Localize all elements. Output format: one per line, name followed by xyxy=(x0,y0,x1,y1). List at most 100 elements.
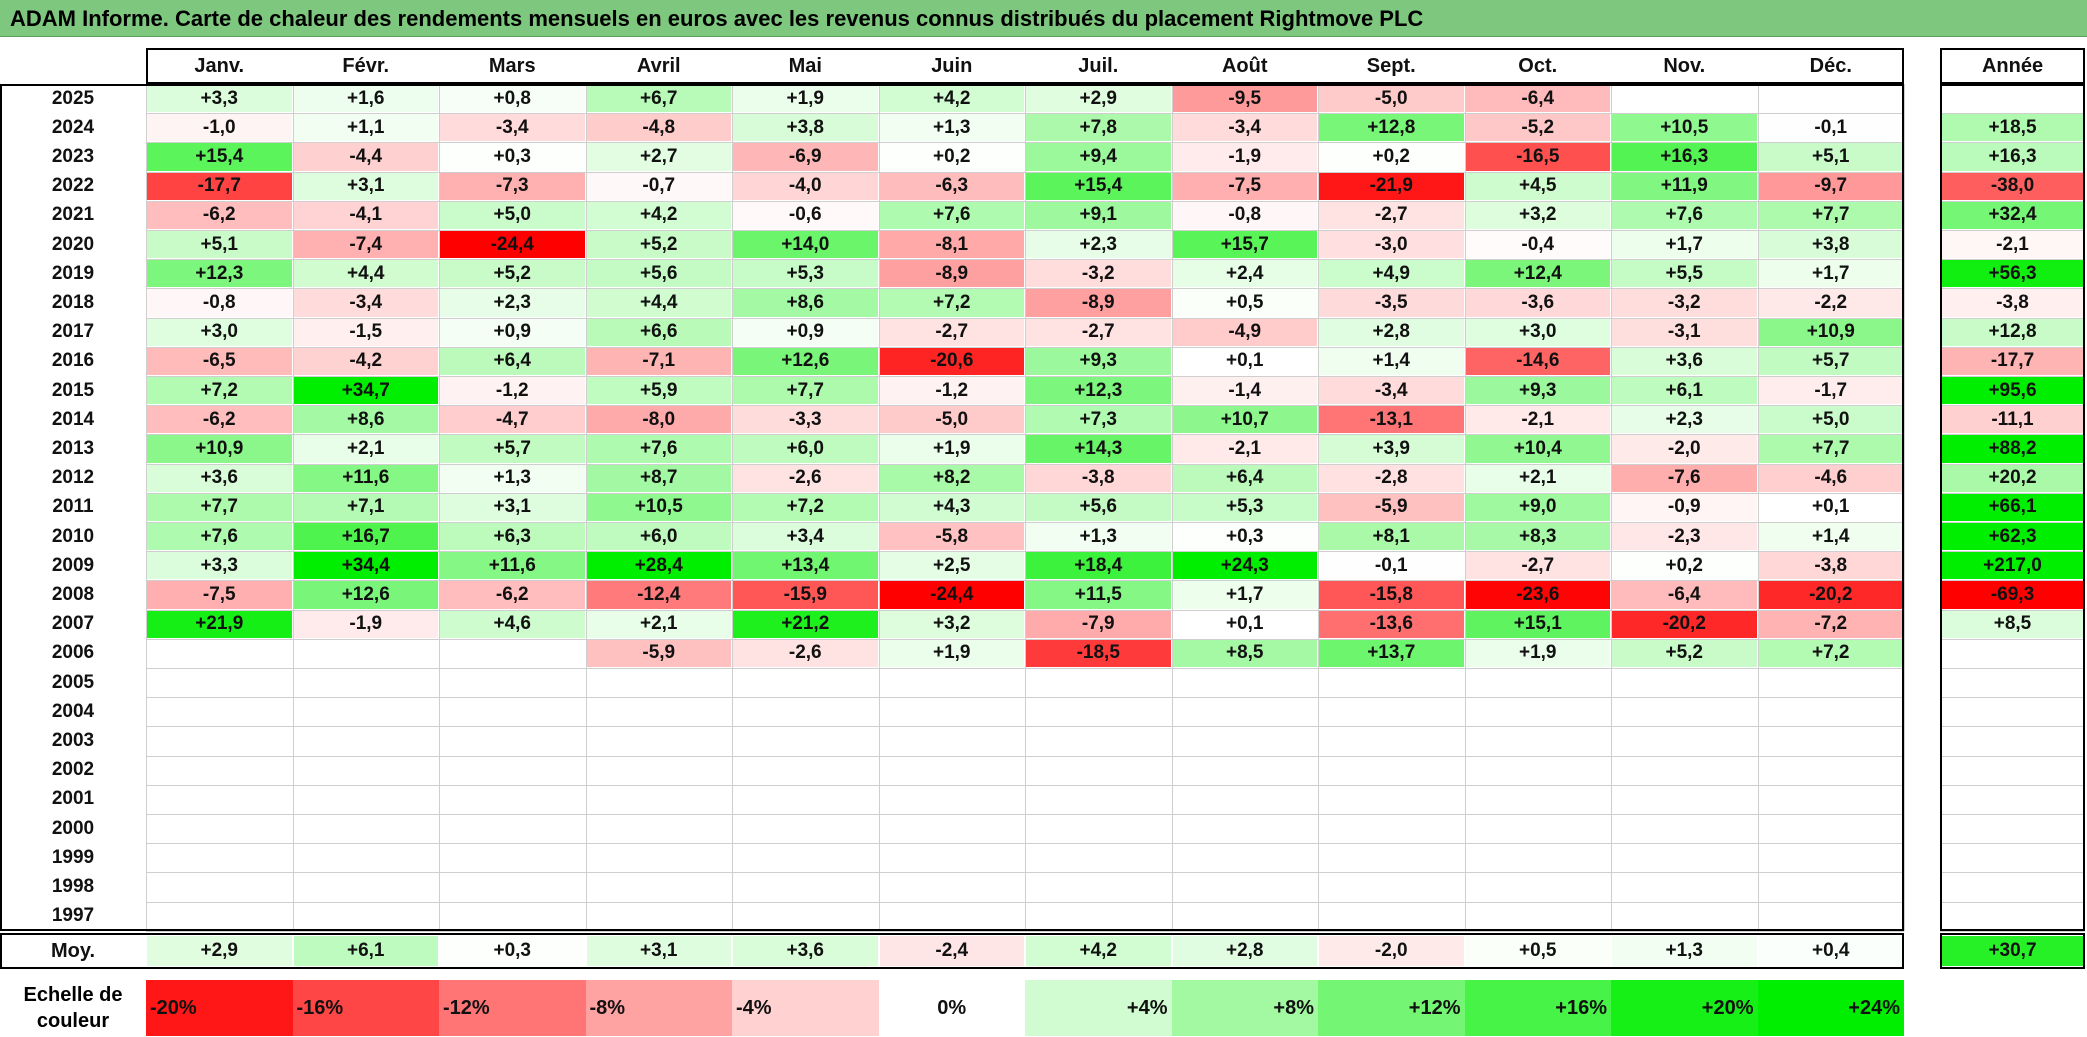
grid-line xyxy=(146,259,1904,261)
heatmap-cell: +10,5 xyxy=(586,493,731,521)
heatmap-cell xyxy=(440,902,585,930)
heatmap-cell: -4,2 xyxy=(293,347,438,375)
heatmap-cell xyxy=(586,727,731,755)
title-bar: ADAM Informe. Carte de chaleur des rende… xyxy=(0,0,2087,37)
grid-line xyxy=(1904,84,1905,931)
grid-line xyxy=(146,200,1904,202)
heatmap-cell: -2,1 xyxy=(1172,435,1317,463)
heatmap-cell: +5,9 xyxy=(586,377,731,405)
grid-line xyxy=(146,901,1904,903)
heatmap-cell: -1,0 xyxy=(147,114,292,142)
heatmap-cell: -7,2 xyxy=(1758,610,1903,638)
heatmap-cell xyxy=(586,698,731,726)
heatmap-cell: +9,0 xyxy=(1465,493,1610,521)
grid-line xyxy=(146,609,1904,611)
heatmap-cell xyxy=(293,815,438,843)
heatmap-cell: +28,4 xyxy=(586,552,731,580)
heatmap-cell: +2,4 xyxy=(1172,260,1317,288)
grid-line xyxy=(146,492,1904,494)
heatmap-cell xyxy=(1612,844,1757,872)
grid-line xyxy=(1940,697,2085,699)
grid-line xyxy=(146,638,1904,640)
heatmap-cell: +7,6 xyxy=(586,435,731,463)
heatmap-cell: +2,3 xyxy=(1612,406,1757,434)
month-header-11: Nov. xyxy=(1663,54,1706,77)
heatmap-cell xyxy=(440,873,585,901)
grid-line xyxy=(146,872,1904,874)
heatmap-cell: +9,3 xyxy=(1465,377,1610,405)
heatmap-cell xyxy=(586,756,731,784)
heatmap-cell xyxy=(1612,85,1757,113)
heatmap-cell: +4,4 xyxy=(293,260,438,288)
heatmap-cell xyxy=(147,873,292,901)
heatmap-cell: +3,6 xyxy=(147,464,292,492)
heatmap-cell xyxy=(1612,902,1757,930)
grid-line xyxy=(146,697,1904,699)
heatmap-cell: -2,7 xyxy=(879,318,1024,346)
heatmap-cell: -1,9 xyxy=(1172,143,1317,171)
heatmap-cell: +7,7 xyxy=(1758,435,1903,463)
heatmap-cell: +7,2 xyxy=(733,493,878,521)
heatmap-cell: +16,3 xyxy=(1612,143,1757,171)
heatmap-cell: +5,5 xyxy=(1612,260,1757,288)
heatmap-cell: +8,3 xyxy=(1465,523,1610,551)
heatmap-cell: +6,4 xyxy=(1172,464,1317,492)
heatmap-cell xyxy=(1026,815,1171,843)
heatmap-cell: +1,6 xyxy=(293,85,438,113)
heatmap-cell xyxy=(1465,902,1610,930)
heatmap-cell xyxy=(1172,815,1317,843)
heatmap-cell: -7,5 xyxy=(1172,172,1317,200)
heatmap-cell: +3,2 xyxy=(1465,201,1610,229)
heatmap-cell: -16,5 xyxy=(1465,143,1610,171)
annual-cell: +20,2 xyxy=(1941,464,2084,492)
month-header-10: Oct. xyxy=(1518,54,1558,77)
heatmap-cell: +13,4 xyxy=(733,552,878,580)
grid-line xyxy=(146,84,147,931)
heatmap-cell xyxy=(440,669,585,697)
heatmap-cell: +5,6 xyxy=(1026,493,1171,521)
year-label: 2024 xyxy=(51,116,95,138)
heatmap-cell: -2,1 xyxy=(1465,406,1610,434)
heatmap-cell: +6,1 xyxy=(1612,377,1757,405)
heatmap-cell xyxy=(293,698,438,726)
heatmap-cell xyxy=(586,669,731,697)
heatmap-cell: +15,1 xyxy=(1465,610,1610,638)
grid-line xyxy=(1940,434,2085,436)
heatmap-cell xyxy=(147,785,292,813)
heatmap-cell xyxy=(147,815,292,843)
heatmap-cell: -23,6 xyxy=(1465,581,1610,609)
heatmap-cell: +0,8 xyxy=(440,85,585,113)
heatmap-cell xyxy=(586,785,731,813)
heatmap-cell: +3,1 xyxy=(293,172,438,200)
heatmap-cell xyxy=(1172,756,1317,784)
heatmap-cell xyxy=(1026,785,1171,813)
heatmap-cell xyxy=(733,815,878,843)
heatmap-cell: +7,2 xyxy=(1758,639,1903,667)
annual-cell xyxy=(1941,639,2084,667)
heatmap-cell xyxy=(293,727,438,755)
heatmap-cell xyxy=(1172,669,1317,697)
year-label: 2013 xyxy=(51,437,95,459)
year-label: 2000 xyxy=(51,817,95,839)
heatmap-cell: -1,2 xyxy=(879,377,1024,405)
heatmap-cell: -15,8 xyxy=(1319,581,1464,609)
year-label: 2010 xyxy=(51,525,95,547)
heatmap-cell: -4,6 xyxy=(1758,464,1903,492)
color-scale-label-line1: Echelle de xyxy=(23,984,123,1006)
heatmap-cell xyxy=(733,756,878,784)
heatmap-cell xyxy=(293,873,438,901)
annual-cell: +18,5 xyxy=(1941,114,2084,142)
annual-cell xyxy=(1941,756,2084,784)
heatmap-cell xyxy=(1172,698,1317,726)
heatmap-cell: -6,2 xyxy=(147,201,292,229)
heatmap-cell: -3,3 xyxy=(733,406,878,434)
heatmap-cell: +2,1 xyxy=(293,435,438,463)
heatmap-cell xyxy=(586,815,731,843)
month-header-7: Juil. xyxy=(1078,54,1119,77)
month-header-3: Mars xyxy=(488,54,536,77)
year-label: 2020 xyxy=(51,233,95,255)
grid-line xyxy=(732,84,733,931)
heatmap-cell: +13,7 xyxy=(1319,639,1464,667)
heatmap-cell: -7,6 xyxy=(1612,464,1757,492)
heatmap-cell: +0,9 xyxy=(440,318,585,346)
